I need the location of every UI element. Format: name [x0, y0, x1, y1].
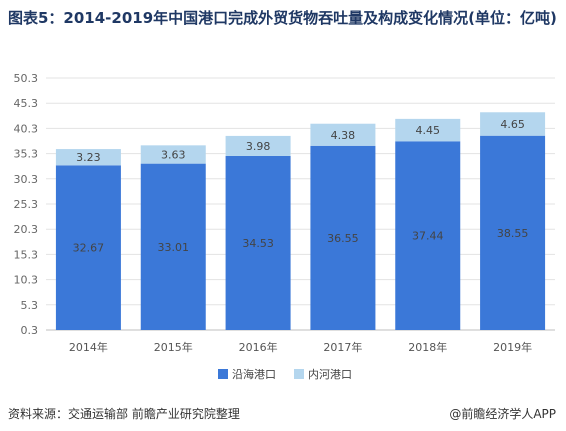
data-label: 32.67: [73, 242, 105, 255]
data-label: 34.53: [242, 237, 274, 250]
y-axis: 0.3 5.3 10.3 15.3 20.3 25.3 30.3 35.3 40.3 45.3 50…: [14, 72, 39, 337]
data-label: 33.01: [158, 241, 190, 254]
bars: 32.67 3.23 33.01 3.63 34.53 3.98 36.55 4.38 37.4…: [55, 112, 546, 330]
y-tick-label: 50.3: [14, 72, 39, 85]
y-tick-label: 10.3: [14, 274, 39, 287]
x-tick-label: 2016年: [239, 340, 278, 354]
x-tick-label: 2019年: [493, 340, 532, 354]
stacked-bar-chart: 0.3 5.3 10.3 15.3 20.3 25.3 30.3 35.3 40.3 45.3 50…: [14, 72, 555, 381]
y-tick-label: 20.3: [14, 223, 39, 236]
y-tick-label: 40.3: [14, 122, 39, 135]
y-tick-label: 15.3: [14, 248, 39, 261]
legend-swatch-coastal: [218, 369, 228, 379]
gridlines: [46, 77, 555, 331]
data-label: 3.23: [76, 151, 101, 164]
bar-coastal: [310, 145, 376, 330]
bar-inland: [225, 135, 291, 156]
legend-label-coastal: 沿海港口: [232, 367, 276, 381]
legend: 沿海港口 内河港口: [218, 367, 352, 381]
y-tick-label: 45.3: [14, 97, 39, 110]
data-label: 4.45: [416, 124, 441, 137]
data-label: 4.65: [500, 118, 525, 131]
x-tick-label: 2014年: [69, 340, 108, 354]
y-tick-label: 25.3: [14, 198, 39, 211]
y-tick-label: 35.3: [14, 148, 39, 161]
chart-title: 图表5：2014-2019年中国港口完成外贸货物吞吐量及构成变化情况(单位：亿吨…: [8, 9, 557, 27]
y-tick-label: 30.3: [14, 173, 39, 186]
x-tick-label: 2017年: [323, 340, 362, 354]
bar-coastal: [480, 135, 546, 330]
data-label: 38.55: [497, 227, 529, 240]
bar-coastal: [225, 155, 291, 330]
bar-inland: [395, 118, 461, 142]
bar-inland: [480, 112, 546, 136]
y-tick-label: 0.3: [21, 324, 39, 337]
source-note: 资料来源：交通运输部 前瞻产业研究院整理: [8, 407, 240, 421]
bar-coastal: [140, 163, 206, 330]
data-label: 4.38: [331, 129, 356, 142]
data-label: 3.63: [161, 148, 186, 161]
data-label: 37.44: [412, 230, 444, 243]
data-label: 3.98: [246, 140, 271, 153]
bar-coastal: [55, 165, 121, 330]
data-label: 36.55: [327, 232, 359, 245]
legend-swatch-inland: [294, 369, 304, 379]
y-tick-label: 5.3: [21, 299, 39, 312]
x-tick-label: 2018年: [408, 340, 447, 354]
x-tick-label: 2015年: [154, 340, 193, 354]
brand-label: @前瞻经济学人APP: [449, 407, 556, 421]
legend-label-inland: 内河港口: [308, 367, 352, 381]
x-axis: 2014年 2015年 2016年 2017年 2018年 2019年: [69, 340, 532, 354]
bar-coastal: [395, 141, 461, 330]
bar-inland: [310, 123, 376, 146]
bar-inland: [55, 149, 121, 166]
bar-inland: [140, 145, 206, 164]
